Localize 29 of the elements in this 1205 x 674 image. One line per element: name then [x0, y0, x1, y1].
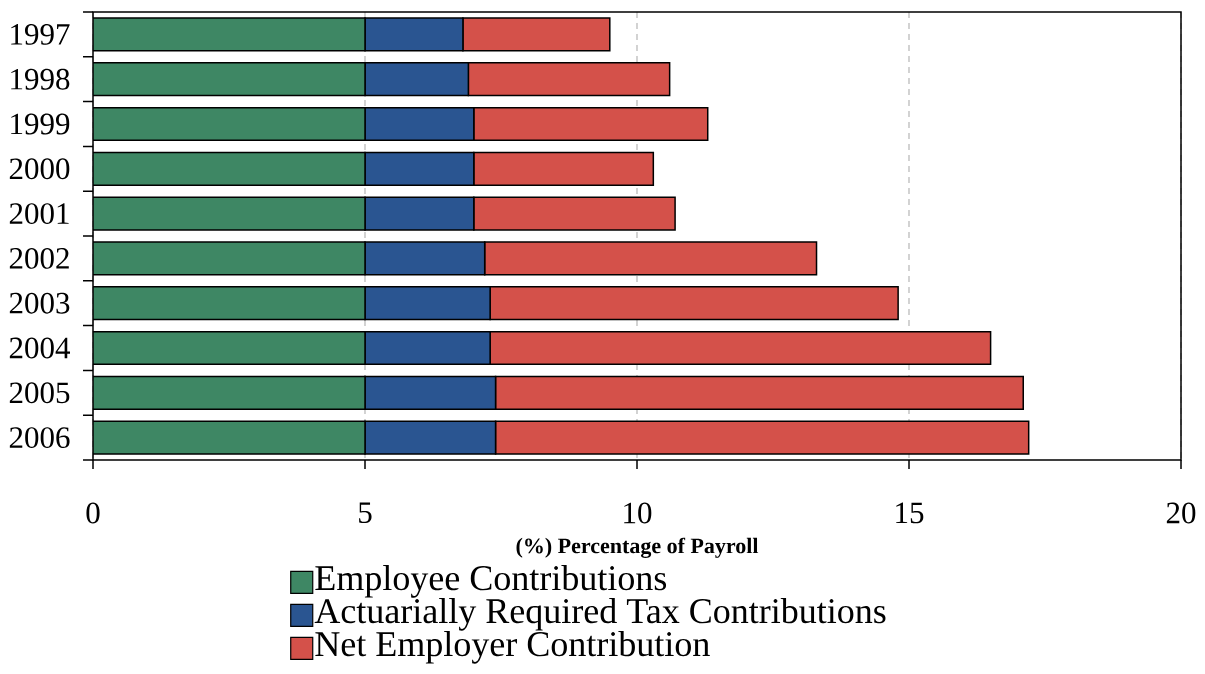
x-tick-label: 15 [896, 502, 924, 524]
x-tick-label: 10 [624, 502, 652, 524]
x-axis-title: (%) Percentage of Payroll [516, 537, 759, 558]
bar [93, 241, 366, 276]
y-tick-label: 2006 [9, 427, 70, 449]
bar [93, 286, 366, 321]
bar [93, 330, 366, 366]
y-tick-label: 2001 [9, 203, 69, 225]
x-tick-label: 0 [86, 502, 100, 524]
y-tick-label: 2005 [9, 382, 70, 404]
bar [93, 62, 366, 97]
y-tick-label: 2000 [9, 158, 70, 180]
bar [93, 106, 366, 142]
bar [93, 196, 366, 231]
bar [93, 17, 366, 52]
y-tick-label: 1998 [11, 68, 70, 90]
bar [93, 151, 366, 186]
legend-label: Employee Contributions [315, 564, 667, 598]
x-tick-label: 5 [359, 502, 372, 524]
legend-label: Net Employer Contribution [315, 630, 710, 664]
y-tick-label: 2002 [9, 247, 69, 269]
y-tick-label: 1999 [11, 113, 70, 135]
x-tick-label: 20 [1166, 502, 1196, 524]
y-tick-label: 1997 [11, 23, 70, 45]
y-tick-label: 2004 [9, 337, 70, 359]
y-tick-label: 2003 [9, 292, 70, 314]
legend-label: Actuarially Required Tax Contributions [314, 597, 886, 631]
bar [93, 420, 366, 455]
bar [93, 375, 366, 410]
